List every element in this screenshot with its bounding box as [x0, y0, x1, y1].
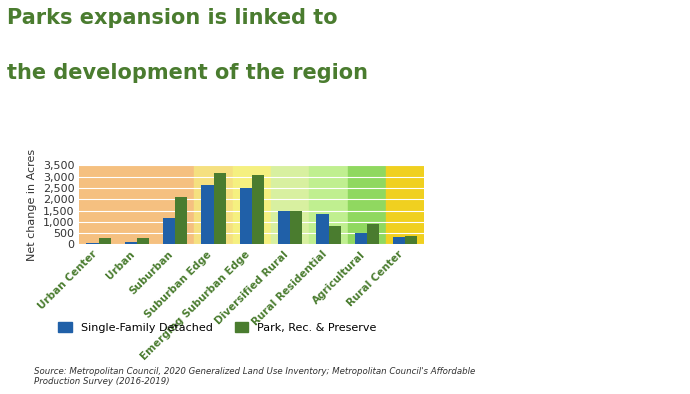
Bar [386, 165, 424, 244]
Legend: Single-Family Detached, Park, Rec. & Preserve: Single-Family Detached, Park, Rec. & Pre… [54, 318, 381, 337]
Bar [405, 236, 417, 244]
Bar [213, 173, 226, 244]
Bar [156, 165, 195, 244]
Bar [201, 185, 213, 244]
Bar [233, 165, 271, 244]
Bar [163, 218, 175, 244]
Bar [271, 165, 309, 244]
Bar [316, 214, 328, 244]
Bar [175, 197, 188, 244]
Bar [118, 165, 156, 244]
Text: Source: Metropolitan Council, 2020 Generalized Land Use Inventory; Metropolitan : Source: Metropolitan Council, 2020 Gener… [34, 367, 475, 386]
Bar [290, 211, 302, 244]
Bar [252, 175, 264, 244]
Bar [125, 242, 137, 244]
Bar [137, 238, 149, 244]
Bar [328, 226, 341, 244]
Bar [99, 238, 111, 244]
Bar [195, 165, 233, 244]
Bar [309, 165, 348, 244]
Text: Parks expansion is linked to: Parks expansion is linked to [7, 8, 337, 28]
Bar [239, 188, 252, 244]
Bar [355, 233, 367, 244]
Bar [393, 237, 405, 244]
Y-axis label: Net change in Acres: Net change in Acres [28, 149, 37, 261]
Bar [86, 243, 99, 244]
Bar [348, 165, 386, 244]
Text: the development of the region: the development of the region [7, 63, 368, 83]
Bar [79, 165, 118, 244]
Bar [367, 224, 379, 244]
Bar [278, 212, 290, 244]
